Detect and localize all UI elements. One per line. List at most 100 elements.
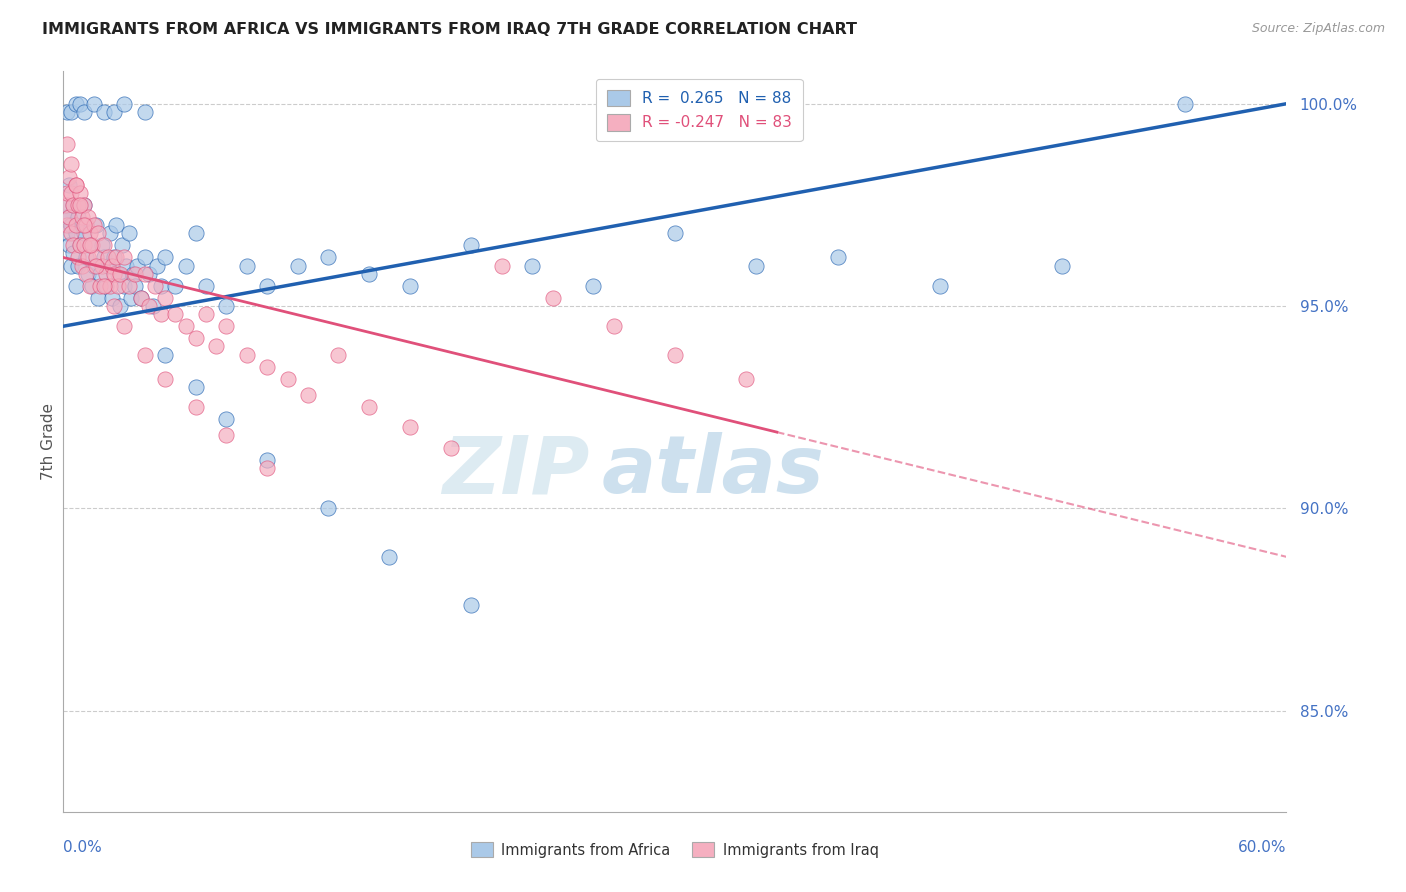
Text: IMMIGRANTS FROM AFRICA VS IMMIGRANTS FROM IRAQ 7TH GRADE CORRELATION CHART: IMMIGRANTS FROM AFRICA VS IMMIGRANTS FRO… [42, 22, 858, 37]
Point [73, 238, 96, 252]
Point [399, 278, 422, 293]
Point [60, 218, 83, 232]
Point [93, 278, 115, 293]
Point [215, 412, 238, 426]
Point [83, 218, 105, 232]
Point [53, 210, 76, 224]
Point [98, 226, 121, 240]
Point [541, 291, 564, 305]
Point [56, 218, 79, 232]
Point [117, 278, 139, 293]
Point [114, 278, 135, 293]
Text: ZIP: ZIP [441, 432, 589, 510]
Point [134, 251, 156, 265]
Point [184, 380, 207, 394]
Point [138, 267, 160, 281]
Point [94, 267, 117, 281]
Point [73, 226, 96, 240]
Point [60, 226, 83, 240]
Point [73, 104, 96, 119]
Point [56, 186, 79, 200]
Point [120, 291, 142, 305]
Point [79, 278, 101, 293]
Point [93, 104, 115, 119]
Point [174, 259, 197, 273]
Point [117, 226, 139, 240]
Point [134, 347, 156, 361]
Point [491, 259, 513, 273]
Point [460, 599, 482, 613]
Point [928, 278, 950, 293]
Point [66, 198, 89, 212]
Point [153, 347, 177, 361]
Point [75, 218, 97, 232]
Point [75, 267, 97, 281]
Point [56, 226, 79, 240]
Point [101, 291, 124, 305]
Point [194, 307, 217, 321]
Point [97, 251, 120, 265]
Point [65, 218, 87, 232]
Point [114, 251, 135, 265]
Point [664, 226, 686, 240]
Point [115, 259, 138, 273]
Point [184, 400, 207, 414]
Point [522, 259, 544, 273]
Point [129, 291, 152, 305]
Point [76, 267, 98, 281]
Point [110, 299, 132, 313]
Point [60, 259, 83, 273]
Point [76, 210, 98, 224]
Point [153, 291, 177, 305]
Point [69, 186, 91, 200]
Point [745, 259, 768, 273]
Point [80, 238, 103, 252]
Legend: Immigrants from Africa, Immigrants from Iraq: Immigrants from Africa, Immigrants from … [465, 837, 884, 863]
Point [65, 226, 87, 240]
Point [150, 307, 173, 321]
Point [124, 267, 146, 281]
Point [735, 372, 758, 386]
Point [70, 218, 93, 232]
Point [66, 259, 89, 273]
Point [60, 186, 83, 200]
Point [276, 372, 298, 386]
Point [79, 226, 101, 240]
Point [827, 251, 849, 265]
Point [69, 238, 91, 252]
Point [76, 251, 98, 265]
Point [62, 198, 84, 212]
Text: 0.0%: 0.0% [63, 840, 103, 855]
Point [256, 278, 278, 293]
Point [256, 359, 278, 374]
Point [582, 278, 605, 293]
Point [105, 218, 128, 232]
Point [91, 259, 114, 273]
Text: 60.0%: 60.0% [1239, 840, 1286, 855]
Point [53, 198, 76, 212]
Point [101, 259, 124, 273]
Point [194, 278, 217, 293]
Point [235, 259, 259, 273]
Point [105, 251, 128, 265]
Point [114, 319, 135, 334]
Point [318, 251, 340, 265]
Point [603, 319, 626, 334]
Point [87, 226, 110, 240]
Point [62, 198, 84, 212]
Point [98, 278, 121, 293]
Point [103, 299, 125, 313]
Point [103, 104, 125, 119]
Point [70, 259, 93, 273]
Point [65, 178, 87, 192]
Point [107, 267, 129, 281]
Point [79, 238, 101, 252]
Point [165, 278, 187, 293]
Point [146, 259, 169, 273]
Point [73, 218, 96, 232]
Point [103, 267, 125, 281]
Point [142, 299, 165, 313]
Point [153, 251, 177, 265]
Point [143, 278, 166, 293]
Point [58, 238, 80, 252]
